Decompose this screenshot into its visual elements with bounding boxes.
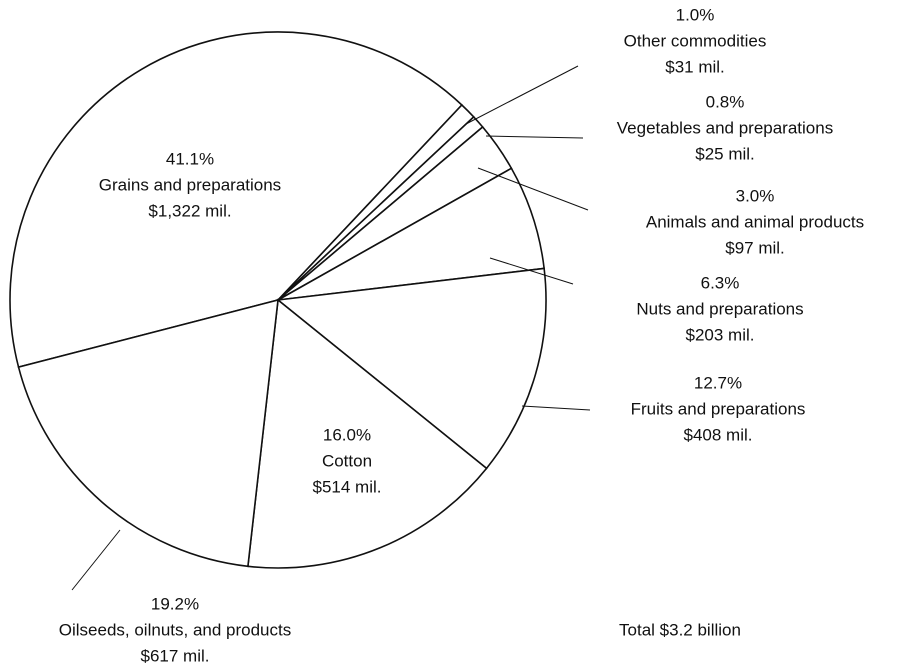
- pie-slice: [276, 267, 547, 470]
- percent-label: 19.2%: [151, 594, 199, 613]
- amount-label: $408 mil.: [684, 425, 753, 444]
- percent-label: 41.1%: [166, 149, 214, 168]
- amount-label: $97 mil.: [725, 238, 785, 257]
- pie-slice: [9, 31, 463, 369]
- amount-label: $25 mil.: [695, 144, 755, 163]
- amount-label: $514 mil.: [313, 477, 382, 496]
- percent-label: 12.7%: [694, 373, 742, 392]
- category-label: Vegetables and preparations: [617, 118, 833, 137]
- percent-label: 6.3%: [701, 273, 740, 292]
- category-label: Animals and animal products: [646, 212, 864, 231]
- leader-line: [489, 257, 574, 285]
- percent-label: 1.0%: [676, 5, 715, 24]
- category-label: Grains and preparations: [99, 175, 281, 194]
- leader-line: [521, 405, 591, 411]
- pie-slice: [247, 298, 488, 569]
- category-label: Fruits and preparations: [631, 399, 806, 418]
- leader-line: [71, 529, 121, 591]
- leader-line: [485, 135, 584, 139]
- percent-label: 16.0%: [323, 425, 371, 444]
- leader-line: [465, 65, 579, 125]
- category-label: Other commodities: [624, 31, 767, 50]
- percent-label: 3.0%: [736, 186, 775, 205]
- category-label: Nuts and preparations: [636, 299, 803, 318]
- category-label: Oilseeds, oilnuts, and products: [59, 620, 291, 639]
- category-label: Cotton: [322, 451, 372, 470]
- amount-label: $617 mil.: [141, 646, 210, 665]
- total-note: Total $3.2 billion: [619, 620, 741, 639]
- leader-line: [477, 167, 589, 211]
- amount-label: $31 mil.: [665, 57, 725, 76]
- amount-label: $203 mil.: [686, 325, 755, 344]
- pie-slice: [17, 298, 279, 568]
- percent-label: 0.8%: [706, 92, 745, 111]
- amount-label: $1,322 mil.: [148, 201, 231, 220]
